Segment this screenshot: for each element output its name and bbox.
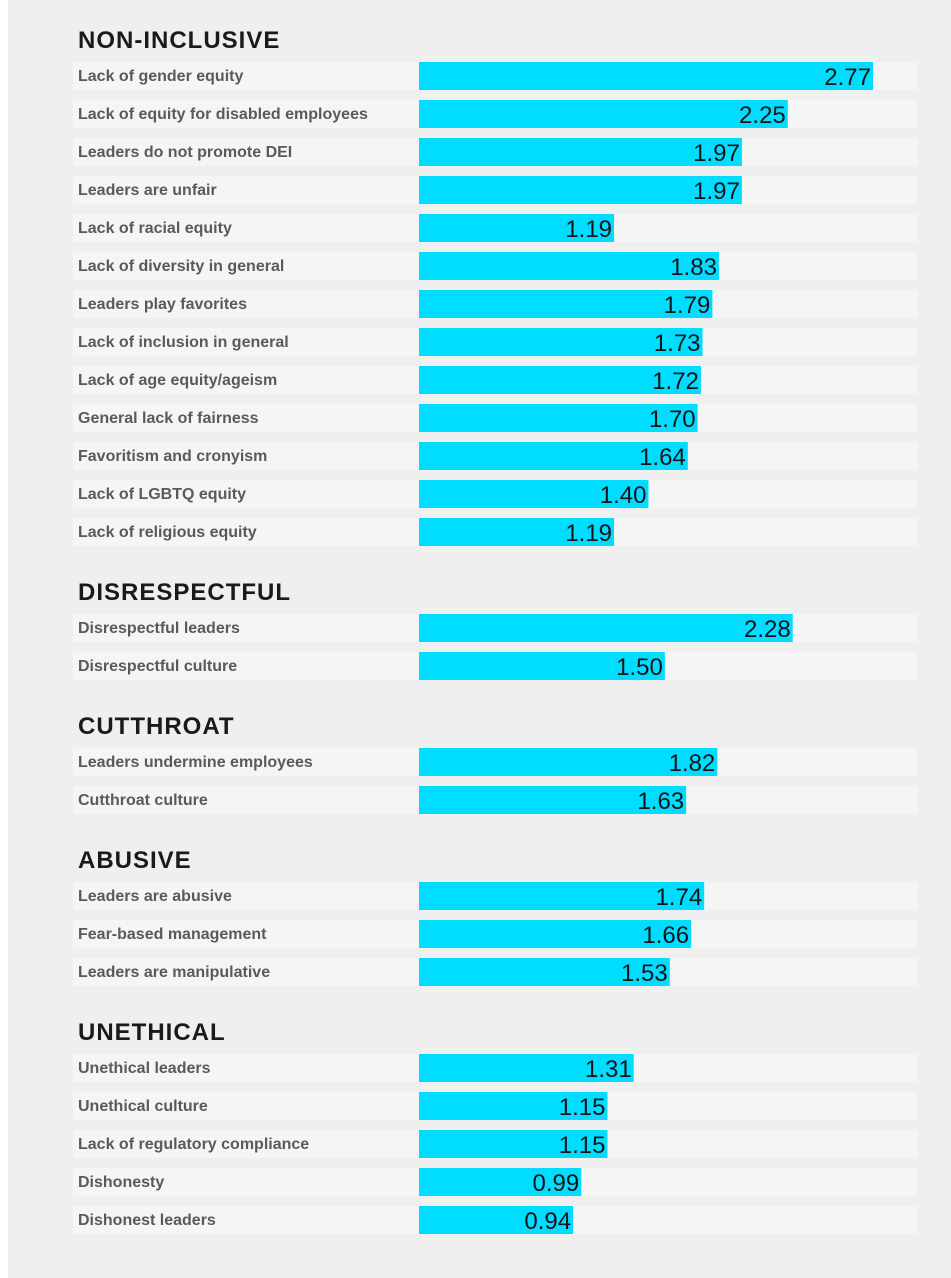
bar [419,138,742,166]
data-label: 1.73 [654,330,701,357]
bar [419,882,705,910]
data-label: 1.72 [652,368,699,395]
section-title: UNETHICAL [78,1019,226,1046]
category-label: Lack of racial equity [78,220,232,237]
category-label: Leaders undermine employees [78,754,313,771]
category-label: Leaders are manipulative [78,964,270,981]
data-label: 2.28 [744,616,791,643]
bar [419,1130,608,1158]
category-label: Lack of diversity in general [78,258,284,275]
section-title: CUTTHROAT [78,713,235,740]
bar [419,328,703,356]
category-label: Unethical culture [78,1098,208,1115]
bar [419,786,687,814]
data-label: 1.50 [616,654,663,681]
category-label: Lack of regulatory compliance [78,1136,309,1153]
bar [419,1092,608,1120]
data-label: 1.83 [670,254,717,281]
category-label: Disrespectful leaders [78,620,240,637]
data-label: 1.53 [621,960,668,987]
data-label: 1.31 [585,1056,632,1083]
bar [419,214,615,242]
data-label: 1.82 [669,750,716,777]
category-label: Leaders are abusive [78,888,232,905]
category-label: Lack of inclusion in general [78,334,289,351]
category-label: Lack of religious equity [78,524,257,541]
bar [419,480,649,508]
section-title: DISRESPECTFUL [78,579,291,606]
bar [419,176,742,204]
bar [419,404,698,432]
category-label: Lack of LGBTQ equity [78,486,246,503]
category-label: Lack of age equity/ageism [78,372,277,389]
bar [419,100,788,128]
category-label: Leaders do not promote DEI [78,144,292,161]
data-label: 1.74 [655,884,702,911]
data-label: 1.19 [565,216,612,243]
category-label: General lack of fairness [78,410,259,427]
bar [419,748,718,776]
data-label: 1.66 [642,922,689,949]
data-label: 1.15 [559,1132,606,1159]
category-label: Leaders play favorites [78,296,247,313]
data-label: 1.19 [565,520,612,547]
bar [419,1206,574,1234]
category-label: Fear-based management [78,926,267,943]
data-label: 1.79 [664,292,711,319]
bar [419,366,701,394]
bar [419,1168,582,1196]
data-label: 1.64 [639,444,686,471]
data-label: 2.25 [739,102,786,129]
data-label: 1.15 [559,1094,606,1121]
category-label: Disrespectful culture [78,658,237,675]
category-label: Dishonesty [78,1174,164,1191]
data-label: 2.77 [824,64,871,91]
section-title: NON-INCLUSIVE [78,27,280,54]
data-label: 1.63 [637,788,684,815]
category-label: Lack of gender equity [78,68,243,85]
data-label: 1.97 [693,140,740,167]
bar [419,1054,634,1082]
data-label: 0.94 [524,1208,571,1235]
data-label: 1.97 [693,178,740,205]
bar [419,652,665,680]
category-label: Leaders are unfair [78,182,217,199]
category-label: Lack of equity for disabled employees [78,106,368,123]
section-title: ABUSIVE [78,847,192,874]
data-label: 1.70 [649,406,696,433]
bar [419,958,670,986]
category-label: Unethical leaders [78,1060,211,1077]
data-label: 0.99 [533,1170,580,1197]
bar [419,62,873,90]
data-label: 1.40 [600,482,647,509]
bar [419,290,713,318]
bar [419,614,793,642]
bar [419,920,692,948]
bar [419,252,719,280]
bar [419,518,615,546]
category-label: Favoritism and cronyism [78,448,267,465]
bar [419,442,688,470]
category-label: Dishonest leaders [78,1212,216,1229]
category-label: Cutthroat culture [78,792,208,809]
